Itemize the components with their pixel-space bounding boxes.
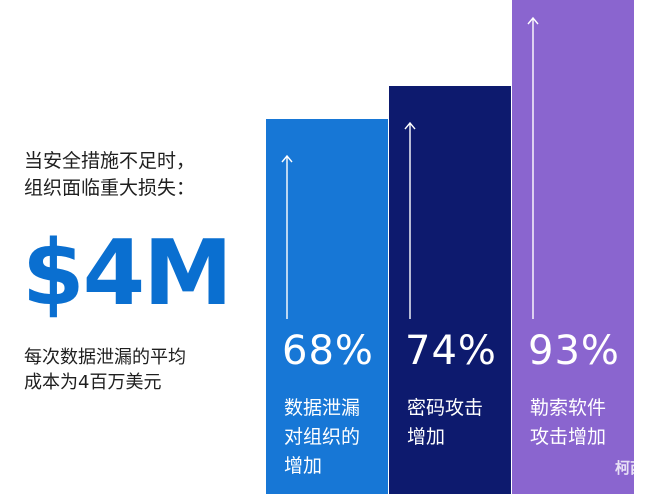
caption-line-1: 每次数据泄漏的平均 [24, 347, 186, 368]
bar-2: 74% 密码攻击增加 [389, 86, 511, 494]
intro-line-2: 组织面临重大损失： [24, 177, 196, 199]
intro-text: 当安全措施不足时， 组织面临重大损失： [24, 148, 195, 202]
caption-line-2: 成本为4百万美元 [24, 372, 162, 393]
watermark: 柯西贝 [614, 459, 660, 477]
bar-value-label: 93% [528, 328, 620, 374]
intro-line-1: 当安全措施不足时， [24, 150, 196, 172]
headline-caption: 每次数据泄漏的平均 成本为4百万美元 [24, 345, 186, 395]
bar-category-label-line: 数据泄漏 [284, 397, 361, 419]
bar-1: 68% 数据泄漏对组织的增加 [266, 119, 388, 494]
bar-category-label-line: 密码攻击 [407, 397, 484, 419]
up-arrow-icon [404, 121, 416, 319]
up-arrow-icon [527, 16, 539, 319]
bar-category-label-line: 对组织的 [284, 426, 361, 448]
headline-figure: $4M [22, 221, 233, 326]
bar-3: 93% 勒索软件攻击增加 [512, 0, 634, 494]
bar-category-label-line: 攻击增加 [530, 426, 607, 448]
bar-category-label-line: 勒索软件 [530, 397, 607, 419]
bar-category-label-line: 增加 [407, 426, 446, 448]
bar-category-label: 数据泄漏对组织的增加 [284, 394, 360, 481]
bar-category-label: 勒索软件 攻击增加 [530, 394, 606, 452]
bar-value-label: 74% [405, 328, 497, 374]
up-arrow-icon [281, 154, 293, 319]
bar-category-label-line: 增加 [284, 455, 323, 477]
bar-value-label: 68% [282, 328, 374, 374]
bar-category-label: 密码攻击 增加 [407, 394, 483, 452]
